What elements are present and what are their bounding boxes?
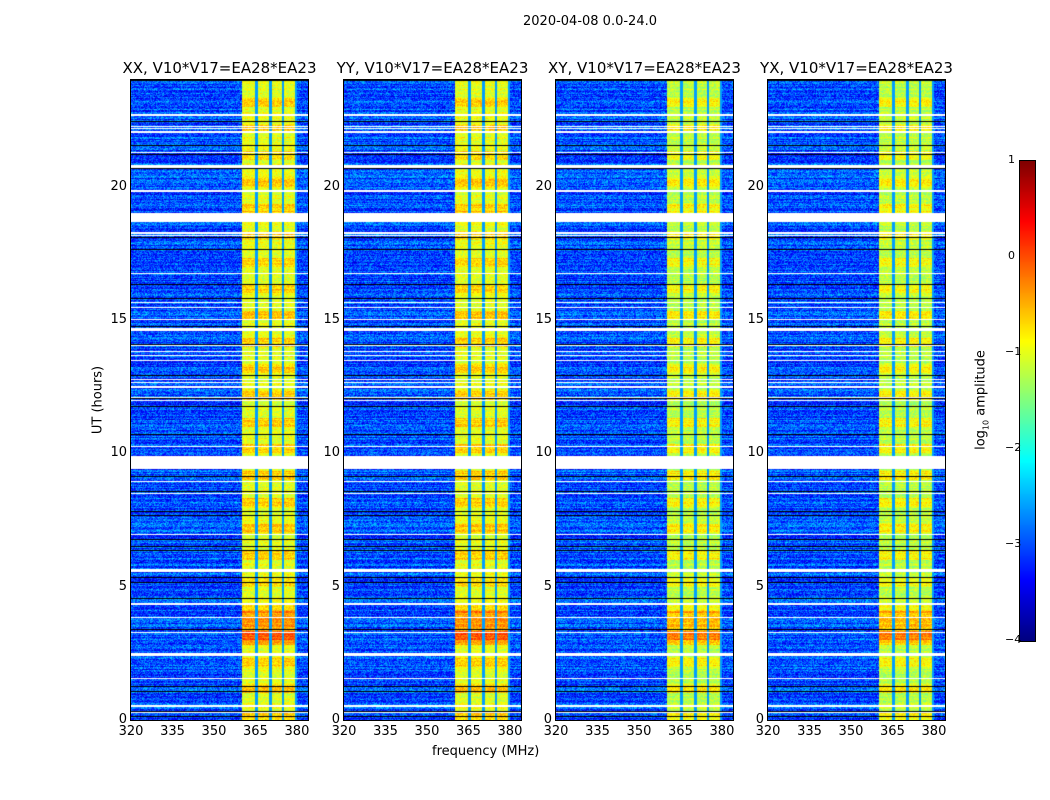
x-tick-label: 320 [543, 724, 569, 739]
x-tick-label: 335 [797, 724, 822, 739]
x-tick-label: 380 [284, 724, 310, 739]
x-tick-label: 320 [118, 724, 144, 739]
x-tick-label: 350 [838, 724, 864, 739]
panel-title: XY, V10*V17=EA28*EA23 [548, 59, 741, 77]
colorbar-tick-label: −1 [1005, 345, 1022, 358]
y-tick-label: 20 [110, 178, 127, 194]
x-tick-label: 365 [880, 724, 905, 739]
y-tick-label: 5 [118, 578, 127, 594]
y-tick-label: 15 [535, 312, 552, 327]
x-tick-label: 380 [497, 724, 523, 739]
y-tick-label: 20 [747, 178, 764, 194]
y-tick-label: 20 [535, 178, 552, 194]
colorbar-label: log10 amplitude [973, 350, 991, 450]
panel-title: XX, V10*V17=EA28*EA23 [122, 59, 317, 77]
colorbar-tick-label: −4 [1005, 633, 1022, 646]
colorbar-tick-label: −2 [1005, 441, 1022, 454]
x-tick-label: 380 [921, 724, 947, 739]
panel-title: YX, V10*V17=EA28*EA23 [760, 59, 953, 77]
figure-title: 2020-04-08 0.0-24.0 [523, 14, 657, 29]
x-tick-label: 350 [626, 724, 652, 739]
x-tick-label: 350 [201, 724, 227, 739]
y-tick-label: 10 [110, 445, 127, 461]
y-tick-label: 0 [755, 712, 764, 727]
y-tick-label: 0 [543, 712, 552, 727]
x-tick-label: 365 [243, 724, 268, 739]
y-tick-label: 20 [323, 178, 340, 194]
colorbar [1019, 160, 1036, 642]
colorbar-tick-label: 1 [1008, 153, 1015, 166]
heatmap-panel [130, 79, 309, 721]
y-tick-label: 10 [535, 445, 552, 461]
y-tick-label: 15 [747, 312, 764, 327]
y-tick-label: 15 [323, 312, 340, 327]
y-tick-label: 10 [747, 445, 764, 461]
x-tick-label: 350 [414, 724, 440, 739]
y-axis-label: UT (hours) [90, 365, 106, 435]
x-tick-label: 335 [160, 724, 185, 739]
x-tick-label: 365 [668, 724, 693, 739]
x-tick-label: 335 [585, 724, 610, 739]
x-tick-label: 365 [456, 724, 481, 739]
heatmap-panel [555, 79, 734, 721]
x-axis-label: frequency (MHz) [432, 744, 540, 759]
colorbar-tick-label: 0 [1008, 249, 1015, 262]
heatmap-panel [767, 79, 946, 721]
y-tick-label: 5 [543, 578, 552, 594]
y-tick-label: 10 [323, 445, 340, 461]
panel-title: YY, V10*V17=EA28*EA23 [336, 59, 529, 77]
x-tick-label: 380 [709, 724, 735, 739]
y-tick-label: 5 [755, 578, 764, 594]
y-tick-label: 0 [118, 712, 127, 727]
colorbar-tick-label: −3 [1005, 537, 1022, 550]
y-tick-label: 5 [331, 578, 340, 594]
x-tick-label: 320 [755, 724, 781, 739]
heatmap-panel [343, 79, 522, 721]
y-tick-label: 15 [110, 312, 127, 327]
y-tick-label: 0 [331, 712, 340, 727]
x-tick-label: 320 [331, 724, 357, 739]
x-tick-label: 335 [373, 724, 398, 739]
